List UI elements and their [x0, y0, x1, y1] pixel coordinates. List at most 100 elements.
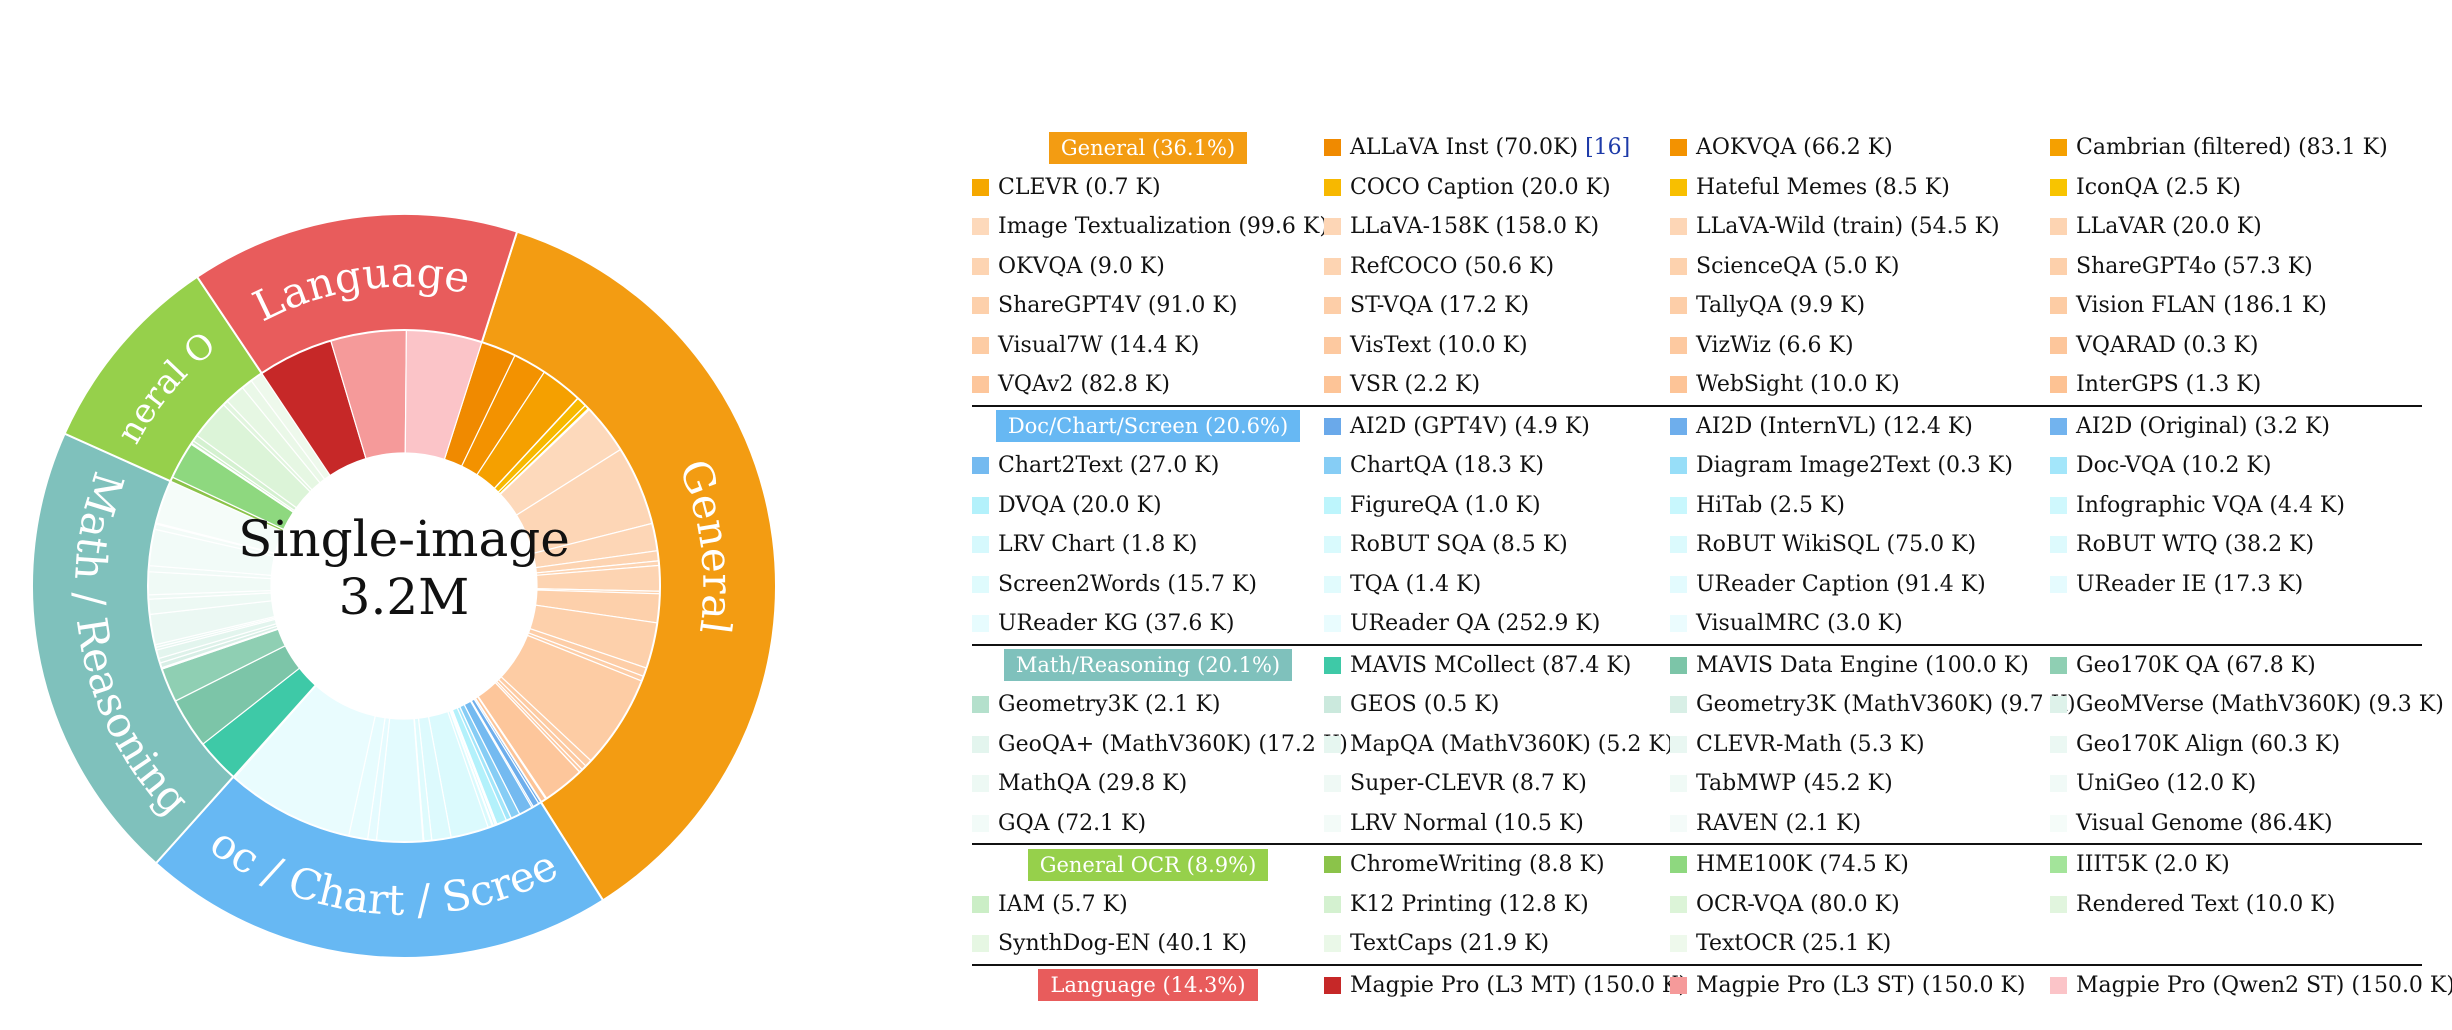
legend-item: CLEVR (0.7 K): [972, 168, 1324, 208]
legend-item-label: TallyQA (9.9 K): [1696, 293, 1866, 319]
legend-section-doc-chart-screen: Doc/Chart/Screen (20.6%) AI2D (GPT4V) (4.…: [972, 404, 2422, 644]
legend-item-label: DVQA (20.0 K): [998, 492, 1162, 518]
legend-swatch: [2050, 376, 2067, 394]
legend-item-label: TQA (1.4 K): [1350, 571, 1482, 597]
legend-swatch: [1670, 935, 1687, 953]
legend-item-label: ChromeWriting (8.8 K): [1350, 852, 1605, 878]
legend-item: RoBUT WikiSQL (75.0 K): [1670, 525, 2050, 565]
legend-swatch: [1324, 575, 1341, 593]
legend-swatch: [1324, 336, 1341, 354]
legend-item-ref: [16]: [1578, 135, 1631, 161]
legend-item-label: Cambrian (filtered) (83.1 K): [2076, 135, 2388, 161]
legend-item: MAVIS MCollect (87.4 K): [1324, 646, 1670, 686]
legend-swatch: [1670, 417, 1687, 435]
legend-swatch: [2050, 218, 2067, 236]
legend-item-label: MAVIS Data Engine (100.0 K): [1696, 652, 2029, 678]
legend-item-label: Diagram Image2Text (0.3 K): [1696, 453, 2013, 479]
legend-swatch: [1670, 218, 1687, 236]
legend-item: UReader KG (37.6 K): [972, 604, 1324, 644]
legend-item-label: Super-CLEVR (8.7 K): [1350, 771, 1587, 797]
legend-swatch: [1324, 615, 1341, 633]
outer-slice-doc-chart-screen: [154, 775, 605, 959]
legend-swatch: [1670, 536, 1687, 554]
legend-swatch: [1324, 376, 1341, 394]
legend-item-label: Infographic VQA (4.4 K): [2076, 492, 2345, 518]
legend-swatch: [1670, 895, 1687, 913]
legend-item-label: VQARAD (0.3 K): [2076, 332, 2259, 358]
legend-swatch: [1670, 656, 1687, 674]
legend-item-label: CLEVR (0.7 K): [998, 174, 1161, 200]
legend-swatch: [1670, 696, 1687, 714]
legend-swatch: [2050, 457, 2067, 475]
legend-swatch: [1324, 814, 1341, 832]
legend-item: Magpie Pro (L3 ST) (150.0 K): [1670, 966, 2050, 1006]
legend-swatch: [1324, 895, 1341, 913]
legend-item: VQARAD (0.3 K): [2050, 326, 2422, 366]
legend-category-label: Math/Reasoning (20.1%): [1003, 649, 1293, 682]
legend-swatch: [1324, 775, 1341, 793]
legend-item-label: RoBUT WikiSQL (75.0 K): [1696, 532, 1977, 558]
legend-item: HME100K (74.5 K): [1670, 845, 2050, 885]
inner-ring: [147, 329, 661, 843]
legend-item-label: GeoMVerse (MathV360K) (9.3 K): [2076, 692, 2444, 718]
legend-swatch: [972, 814, 989, 832]
legend-item-label: UReader KG (37.6 K): [998, 611, 1235, 637]
legend-swatch: [2050, 257, 2067, 275]
legend-item: TallyQA (9.9 K): [1670, 286, 2050, 326]
legend-item-label: ChartQA (18.3 K): [1350, 453, 1544, 479]
legend-item: VSR (2.2 K): [1324, 365, 1670, 405]
legend-item-label: HiTab (2.5 K): [1696, 492, 1845, 518]
legend-item: DVQA (20.0 K): [972, 486, 1324, 526]
legend-item: LLaVAR (20.0 K): [2050, 207, 2422, 247]
legend-item-label: AOKVQA (66.2 K): [1696, 135, 1893, 161]
legend-item: Visual Genome (86.4K): [2050, 804, 2422, 844]
legend-section-language: Language (14.3%) Magpie Pro (L3 MT) (150.…: [972, 963, 2452, 1006]
legend-swatch: [2050, 976, 2067, 994]
legend-item: VisText (10.0 K): [1324, 326, 1670, 366]
legend-item: Chart2Text (27.0 K): [972, 446, 1324, 486]
legend-item: RefCOCO (50.6 K): [1324, 247, 1670, 287]
legend-item-label: FigureQA (1.0 K): [1350, 492, 1541, 518]
legend-item: GEOS (0.5 K): [1324, 685, 1670, 725]
legend-item: TextOCR (25.1 K): [1670, 924, 2050, 964]
legend-item: MapQA (MathV360K) (5.2 K): [1324, 725, 1674, 765]
legend-item: UniGeo (12.0 K): [2050, 764, 2422, 804]
legend-item-label: MAVIS MCollect (87.4 K): [1350, 652, 1632, 678]
legend-item-label: SynthDog-EN (40.1 K): [998, 931, 1247, 957]
legend-item: GQA (72.1 K): [972, 804, 1324, 844]
legend-swatch: [2050, 856, 2067, 874]
legend-swatch: [972, 178, 989, 196]
legend-swatch: [1670, 139, 1687, 157]
legend-item: ST-VQA (17.2 K): [1324, 286, 1670, 326]
legend-swatch: [1324, 656, 1341, 674]
legend-item: OCR-VQA (80.0 K): [1670, 885, 2050, 925]
legend-item: FigureQA (1.0 K): [1324, 486, 1670, 526]
legend-item-label: VQAv2 (82.8 K): [998, 372, 1170, 398]
legend-swatch: [972, 496, 989, 514]
legend-swatch: [972, 775, 989, 793]
legend-item: Cambrian (filtered) (83.1 K): [2050, 128, 2422, 168]
legend-item: Geometry3K (MathV360K) (9.7 K): [1670, 685, 2076, 725]
legend-item: ShareGPT4o (57.3 K): [2050, 247, 2422, 287]
legend-item-label: ShareGPT4o (57.3 K): [2076, 253, 2313, 279]
legend-item-label: MapQA (MathV360K) (5.2 K): [1350, 731, 1674, 757]
legend-item-label: IAM (5.7 K): [998, 891, 1128, 917]
legend-item: VizWiz (6.6 K): [1670, 326, 2050, 366]
legend-swatch: [1670, 976, 1687, 994]
legend-item-label: AI2D (InternVL) (12.4 K): [1696, 413, 1973, 439]
legend-item-label: GeoQA+ (MathV360K) (17.2 K): [998, 731, 1348, 757]
legend-item-label: GEOS (0.5 K): [1350, 692, 1500, 718]
legend-item-label: IIIT5K (2.0 K): [2076, 852, 2230, 878]
legend-item-label: Screen2Words (15.7 K): [998, 571, 1257, 597]
legend-item: WebSight (10.0 K): [1670, 365, 2050, 405]
legend-item-label: Image Textualization (99.6 K): [998, 214, 1328, 240]
legend-item-label: Magpie Pro (L3 MT) (150.0 K): [1350, 972, 1687, 998]
legend-item-label: UReader QA (252.9 K): [1350, 611, 1601, 637]
legend-item-label: Rendered Text (10.0 K): [2076, 891, 2336, 917]
legend-swatch: [1670, 336, 1687, 354]
legend-swatch: [972, 615, 989, 633]
legend-item: VQAv2 (82.8 K): [972, 365, 1324, 405]
legend-item-label: COCO Caption (20.0 K): [1350, 174, 1611, 200]
legend-item-label: Geo170K Align (60.3 K): [2076, 731, 2341, 757]
legend-swatch: [2050, 297, 2067, 315]
